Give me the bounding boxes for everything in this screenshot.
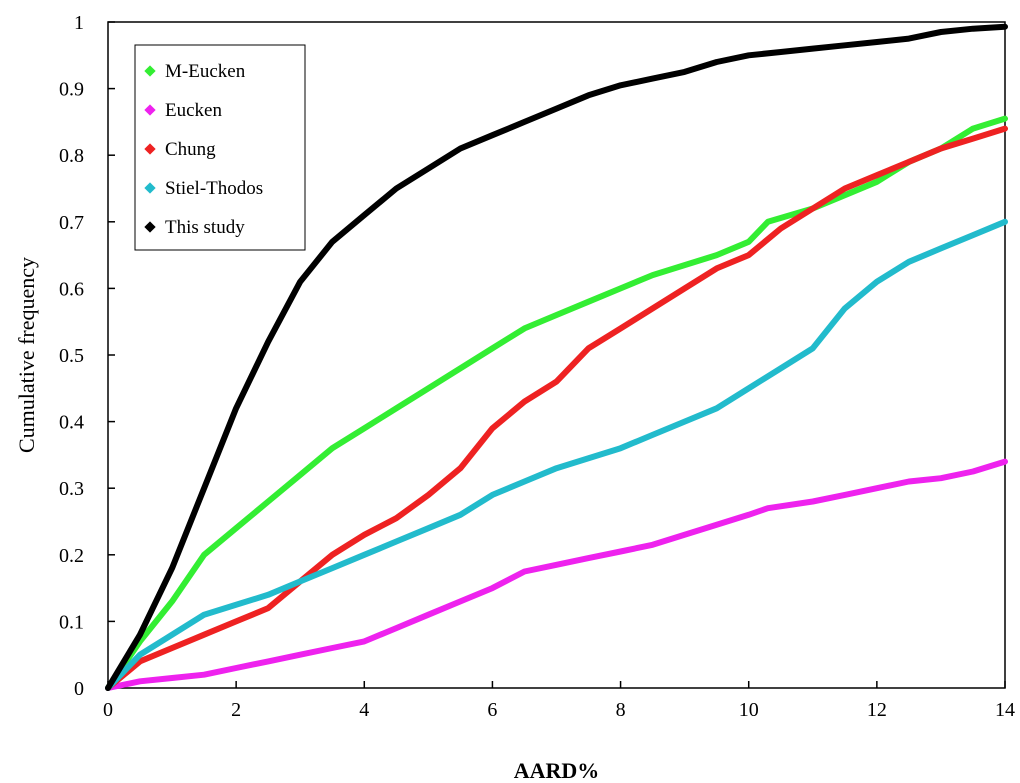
x-axis-title: AARD% bbox=[514, 758, 600, 783]
series-line bbox=[105, 23, 1008, 691]
legend-label: M-Eucken bbox=[165, 61, 246, 82]
series-layer bbox=[105, 23, 1008, 691]
x-tick-label: 0 bbox=[103, 699, 113, 721]
x-tick-label: 8 bbox=[616, 699, 626, 721]
legend-box bbox=[134, 44, 306, 251]
y-tick-label: 0.5 bbox=[59, 345, 84, 367]
x-tick-label: 6 bbox=[487, 699, 497, 721]
series-line bbox=[105, 115, 1008, 691]
y-tick-label: 0.4 bbox=[59, 412, 84, 434]
x-tick-label: 12 bbox=[867, 699, 887, 721]
legend-label: Eucken bbox=[165, 100, 222, 121]
legend-label: This study bbox=[165, 217, 245, 238]
y-tick-label: 0.9 bbox=[59, 79, 84, 101]
y-tick-label: 0.7 bbox=[59, 212, 84, 234]
legend-marker bbox=[144, 182, 156, 194]
y-tick-label: 0.3 bbox=[59, 478, 84, 500]
x-tick-label: 14 bbox=[995, 699, 1015, 721]
legend-label: Chung bbox=[165, 139, 216, 160]
series-line bbox=[105, 218, 1008, 691]
y-tick-label: 0.8 bbox=[59, 145, 84, 167]
legend-label: Stiel-Thodos bbox=[165, 178, 263, 199]
y-axis-title: Cumulative frequency bbox=[14, 257, 39, 453]
series-line bbox=[105, 125, 1008, 691]
legend: M-Eucken Eucken Chung Stiel-Thodos This stud… bbox=[134, 44, 306, 251]
x-tick-label: 10 bbox=[739, 699, 759, 721]
y-tick-label: 0 bbox=[74, 678, 84, 700]
legend-marker bbox=[144, 221, 156, 233]
series-line bbox=[105, 458, 1008, 691]
x-tick-label: 2 bbox=[231, 699, 241, 721]
y-tick-label: 0.1 bbox=[59, 611, 84, 633]
x-tick-label: 4 bbox=[359, 699, 369, 721]
y-tick-label: 1 bbox=[74, 12, 84, 34]
axes: 0 2 4 6 8 10 12 14 0 0.1 0.2 0.3 0.4 0.5 0.6 0.7 0.8 0.9 1… bbox=[14, 12, 1015, 783]
legend-marker bbox=[144, 143, 156, 155]
y-tick-label: 0.2 bbox=[59, 545, 84, 567]
y-tick-label: 0.6 bbox=[59, 278, 84, 300]
